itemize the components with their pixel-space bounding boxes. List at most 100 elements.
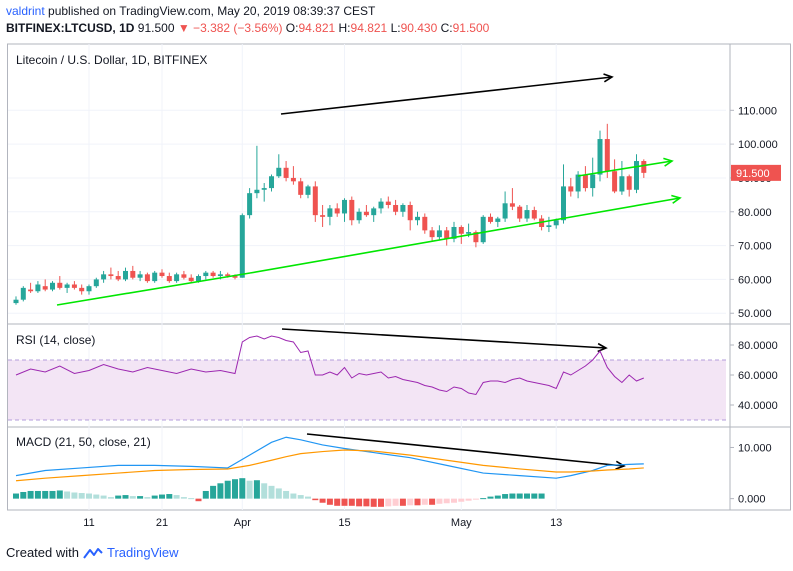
candle[interactable] — [13, 299, 19, 304]
candle[interactable] — [276, 167, 282, 177]
candle[interactable] — [590, 174, 596, 189]
candle[interactable] — [35, 284, 41, 292]
candle[interactable] — [101, 274, 107, 280]
candle[interactable] — [378, 201, 384, 209]
candle[interactable] — [298, 181, 304, 195]
candle[interactable] — [86, 286, 92, 292]
candle[interactable] — [561, 186, 566, 221]
candle[interactable] — [612, 171, 618, 192]
candle[interactable] — [495, 218, 501, 222]
candle[interactable] — [488, 216, 493, 222]
candle[interactable] — [531, 210, 537, 219]
candle[interactable] — [502, 203, 508, 219]
candle[interactable] — [393, 205, 399, 212]
candle[interactable] — [641, 161, 647, 173]
macd-histogram-bar — [100, 495, 107, 499]
candle[interactable] — [400, 205, 406, 212]
candle[interactable] — [524, 210, 530, 219]
candle[interactable] — [159, 272, 165, 277]
candle[interactable] — [79, 287, 85, 292]
candle[interactable] — [239, 215, 245, 278]
macd-histogram-bar — [283, 490, 290, 499]
candle[interactable] — [130, 270, 136, 278]
candle[interactable] — [144, 274, 150, 282]
candle[interactable] — [42, 286, 48, 290]
candle[interactable] — [509, 203, 515, 207]
candle[interactable] — [597, 139, 603, 175]
candle[interactable] — [327, 208, 333, 217]
candle[interactable] — [626, 176, 632, 190]
candle[interactable] — [342, 199, 347, 214]
candle[interactable] — [568, 186, 574, 192]
candle[interactable] — [575, 174, 581, 192]
candle[interactable] — [137, 274, 143, 278]
candle[interactable] — [269, 176, 274, 189]
candle[interactable] — [582, 174, 588, 189]
candle[interactable] — [451, 226, 457, 239]
high-value: 94.821 — [350, 21, 388, 35]
candle[interactable] — [152, 272, 158, 282]
price-change: ▼ −3.382 (−3.56%) — [177, 21, 283, 35]
candle[interactable] — [166, 276, 172, 282]
chart-area[interactable]: 1121Apr15May1350.00060.00070.00080.00090… — [0, 40, 793, 536]
candle[interactable] — [356, 211, 362, 221]
rsi-line[interactable] — [15, 335, 644, 396]
candle[interactable] — [115, 276, 121, 280]
candle[interactable] — [196, 276, 201, 282]
candle[interactable] — [20, 287, 26, 300]
candle[interactable] — [108, 274, 114, 277]
candle[interactable] — [444, 230, 450, 239]
candle[interactable] — [553, 220, 559, 226]
candle[interactable] — [312, 186, 318, 216]
price-divergence-arrow-head — [603, 73, 614, 83]
candle[interactable] — [71, 284, 77, 288]
candle[interactable] — [473, 232, 479, 243]
candle[interactable] — [210, 272, 216, 277]
macd-histogram-bar — [443, 498, 450, 504]
candle[interactable] — [203, 272, 209, 277]
tradingview-brand-link[interactable]: TradingView — [106, 545, 179, 560]
candle[interactable] — [429, 230, 435, 238]
candle[interactable] — [283, 167, 289, 178]
candle[interactable] — [349, 199, 355, 221]
candle[interactable] — [407, 205, 413, 221]
candle[interactable] — [363, 211, 369, 216]
candle[interactable] — [619, 176, 625, 192]
candle[interactable] — [546, 225, 552, 227]
candle[interactable] — [466, 232, 472, 234]
candle[interactable] — [334, 208, 340, 214]
candle[interactable] — [93, 279, 99, 287]
macd-line[interactable] — [15, 436, 644, 479]
candle[interactable] — [225, 274, 231, 277]
candle[interactable] — [320, 215, 326, 217]
candle[interactable] — [261, 188, 267, 190]
signal-line[interactable] — [15, 449, 644, 482]
candle[interactable] — [604, 139, 610, 172]
candle[interactable] — [422, 216, 428, 231]
chart-svg[interactable]: 1121Apr15May1350.00060.00070.00080.00090… — [0, 40, 793, 536]
candle[interactable] — [50, 282, 55, 290]
candle[interactable] — [217, 274, 223, 277]
macd-histogram-bar — [268, 485, 275, 499]
candle[interactable] — [247, 193, 253, 216]
candle[interactable] — [385, 201, 391, 205]
candle[interactable] — [371, 208, 377, 216]
candle[interactable] — [634, 161, 639, 190]
candle[interactable] — [290, 177, 296, 182]
candle[interactable] — [188, 277, 194, 282]
candle[interactable] — [64, 284, 70, 288]
candle[interactable] — [28, 289, 34, 292]
candle[interactable] — [181, 274, 187, 278]
candle[interactable] — [415, 216, 420, 221]
candle[interactable] — [458, 226, 464, 234]
author-link[interactable]: valdrint — [6, 4, 45, 18]
candle[interactable] — [123, 270, 128, 280]
candle[interactable] — [254, 189, 260, 194]
candle[interactable] — [174, 274, 180, 282]
candle[interactable] — [480, 216, 486, 243]
candle[interactable] — [232, 276, 238, 278]
candle[interactable] — [57, 282, 63, 288]
candle[interactable] — [436, 230, 442, 238]
candle[interactable] — [305, 186, 311, 195]
candle[interactable] — [517, 206, 523, 219]
